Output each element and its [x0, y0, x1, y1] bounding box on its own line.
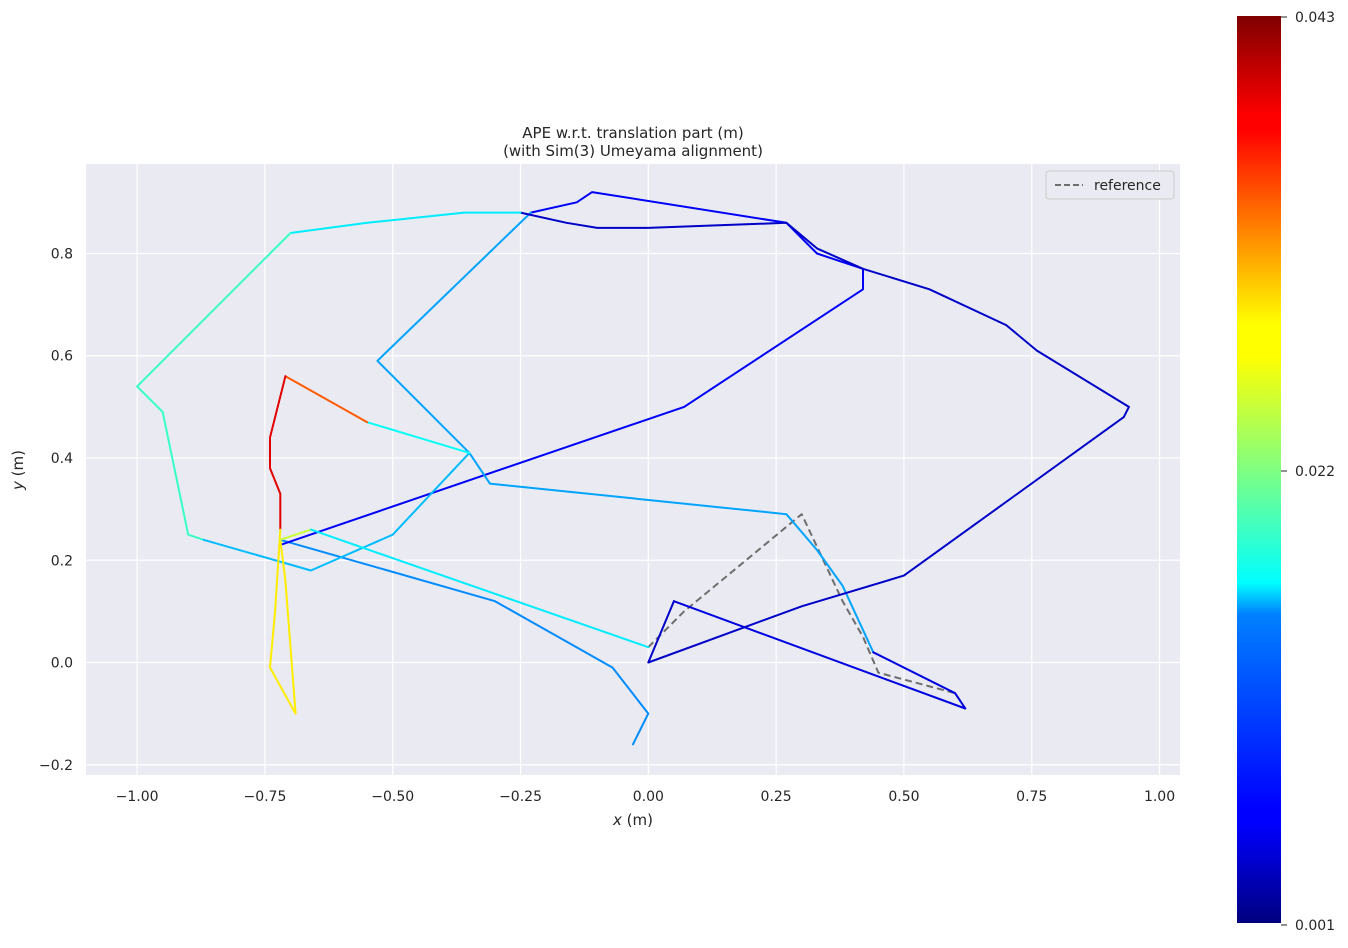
colorbar-label-min: 0.001: [1295, 918, 1335, 934]
tick-labels: −1.00 −0.75 −0.50 −0.25 0.00 0.25 0.50 0.75 1.00…: [39, 246, 1175, 805]
y-tick-label: 0.4: [51, 451, 73, 467]
y-tick-label: 0.0: [51, 656, 73, 672]
estimate-segment: [519, 211, 1130, 664]
estimate-segment: [366, 421, 471, 454]
estimate-segment: [672, 600, 967, 710]
colorbar-gradient: [1237, 16, 1281, 923]
x-axis-label: x (m): [612, 811, 653, 829]
estimate-segment: [289, 211, 522, 234]
estimate-segment: [136, 232, 292, 541]
reference-trajectory: [647, 513, 967, 710]
x-tick-label: −0.75: [243, 789, 286, 805]
chart-title: APE w.r.t. translation part (m): [522, 124, 743, 142]
estimate-segment: [309, 528, 650, 649]
x-tick-label: 0.25: [761, 789, 792, 805]
colorbar-label-mid: 0.022: [1295, 464, 1335, 480]
y-axis-unit: (m): [9, 450, 27, 476]
colorbar: 0.043 0.022 0.001: [1237, 10, 1335, 934]
grid: [86, 164, 1180, 775]
chart-subtitle: (with Sim(3) Umeyama alignment): [503, 142, 763, 160]
x-tick-label: 0.00: [633, 789, 664, 805]
reference-line: [647, 513, 967, 710]
y-tick-label: −0.2: [39, 758, 73, 774]
estimate-segment: [202, 451, 471, 572]
y-tick-label: 0.8: [51, 246, 73, 262]
x-tick-label: −0.50: [371, 789, 414, 805]
legend-box: [1045, 170, 1175, 200]
estimate-segment: [376, 211, 875, 654]
y-axis-variable: y: [9, 480, 27, 491]
y-tick-label: 0.6: [51, 349, 73, 365]
y-tick-label: 0.2: [51, 553, 73, 569]
legend-reference-label: reference: [1094, 178, 1161, 194]
estimate-segment: [279, 528, 312, 541]
x-axis-variable: x: [612, 811, 622, 829]
x-axis-unit: (m): [627, 811, 653, 829]
estimate-segment: [284, 375, 369, 424]
x-tick-label: 0.50: [888, 789, 919, 805]
x-tick-label: 1.00: [1144, 789, 1175, 805]
legend: reference: [1045, 170, 1175, 200]
x-tick-label: 0.75: [1016, 789, 1047, 805]
colorbar-label-max: 0.043: [1295, 10, 1335, 26]
estimate-segment: [269, 528, 297, 715]
estimate-segment: [279, 538, 650, 746]
estimate-segment: [279, 191, 864, 546]
estimate-trajectory: [136, 191, 1130, 746]
estimate-segment: [269, 375, 287, 531]
x-tick-label: −1.00: [116, 789, 159, 805]
x-tick-label: −0.25: [499, 789, 542, 805]
plot-area: [86, 164, 1180, 775]
y-axis-label: y (m): [9, 450, 27, 491]
